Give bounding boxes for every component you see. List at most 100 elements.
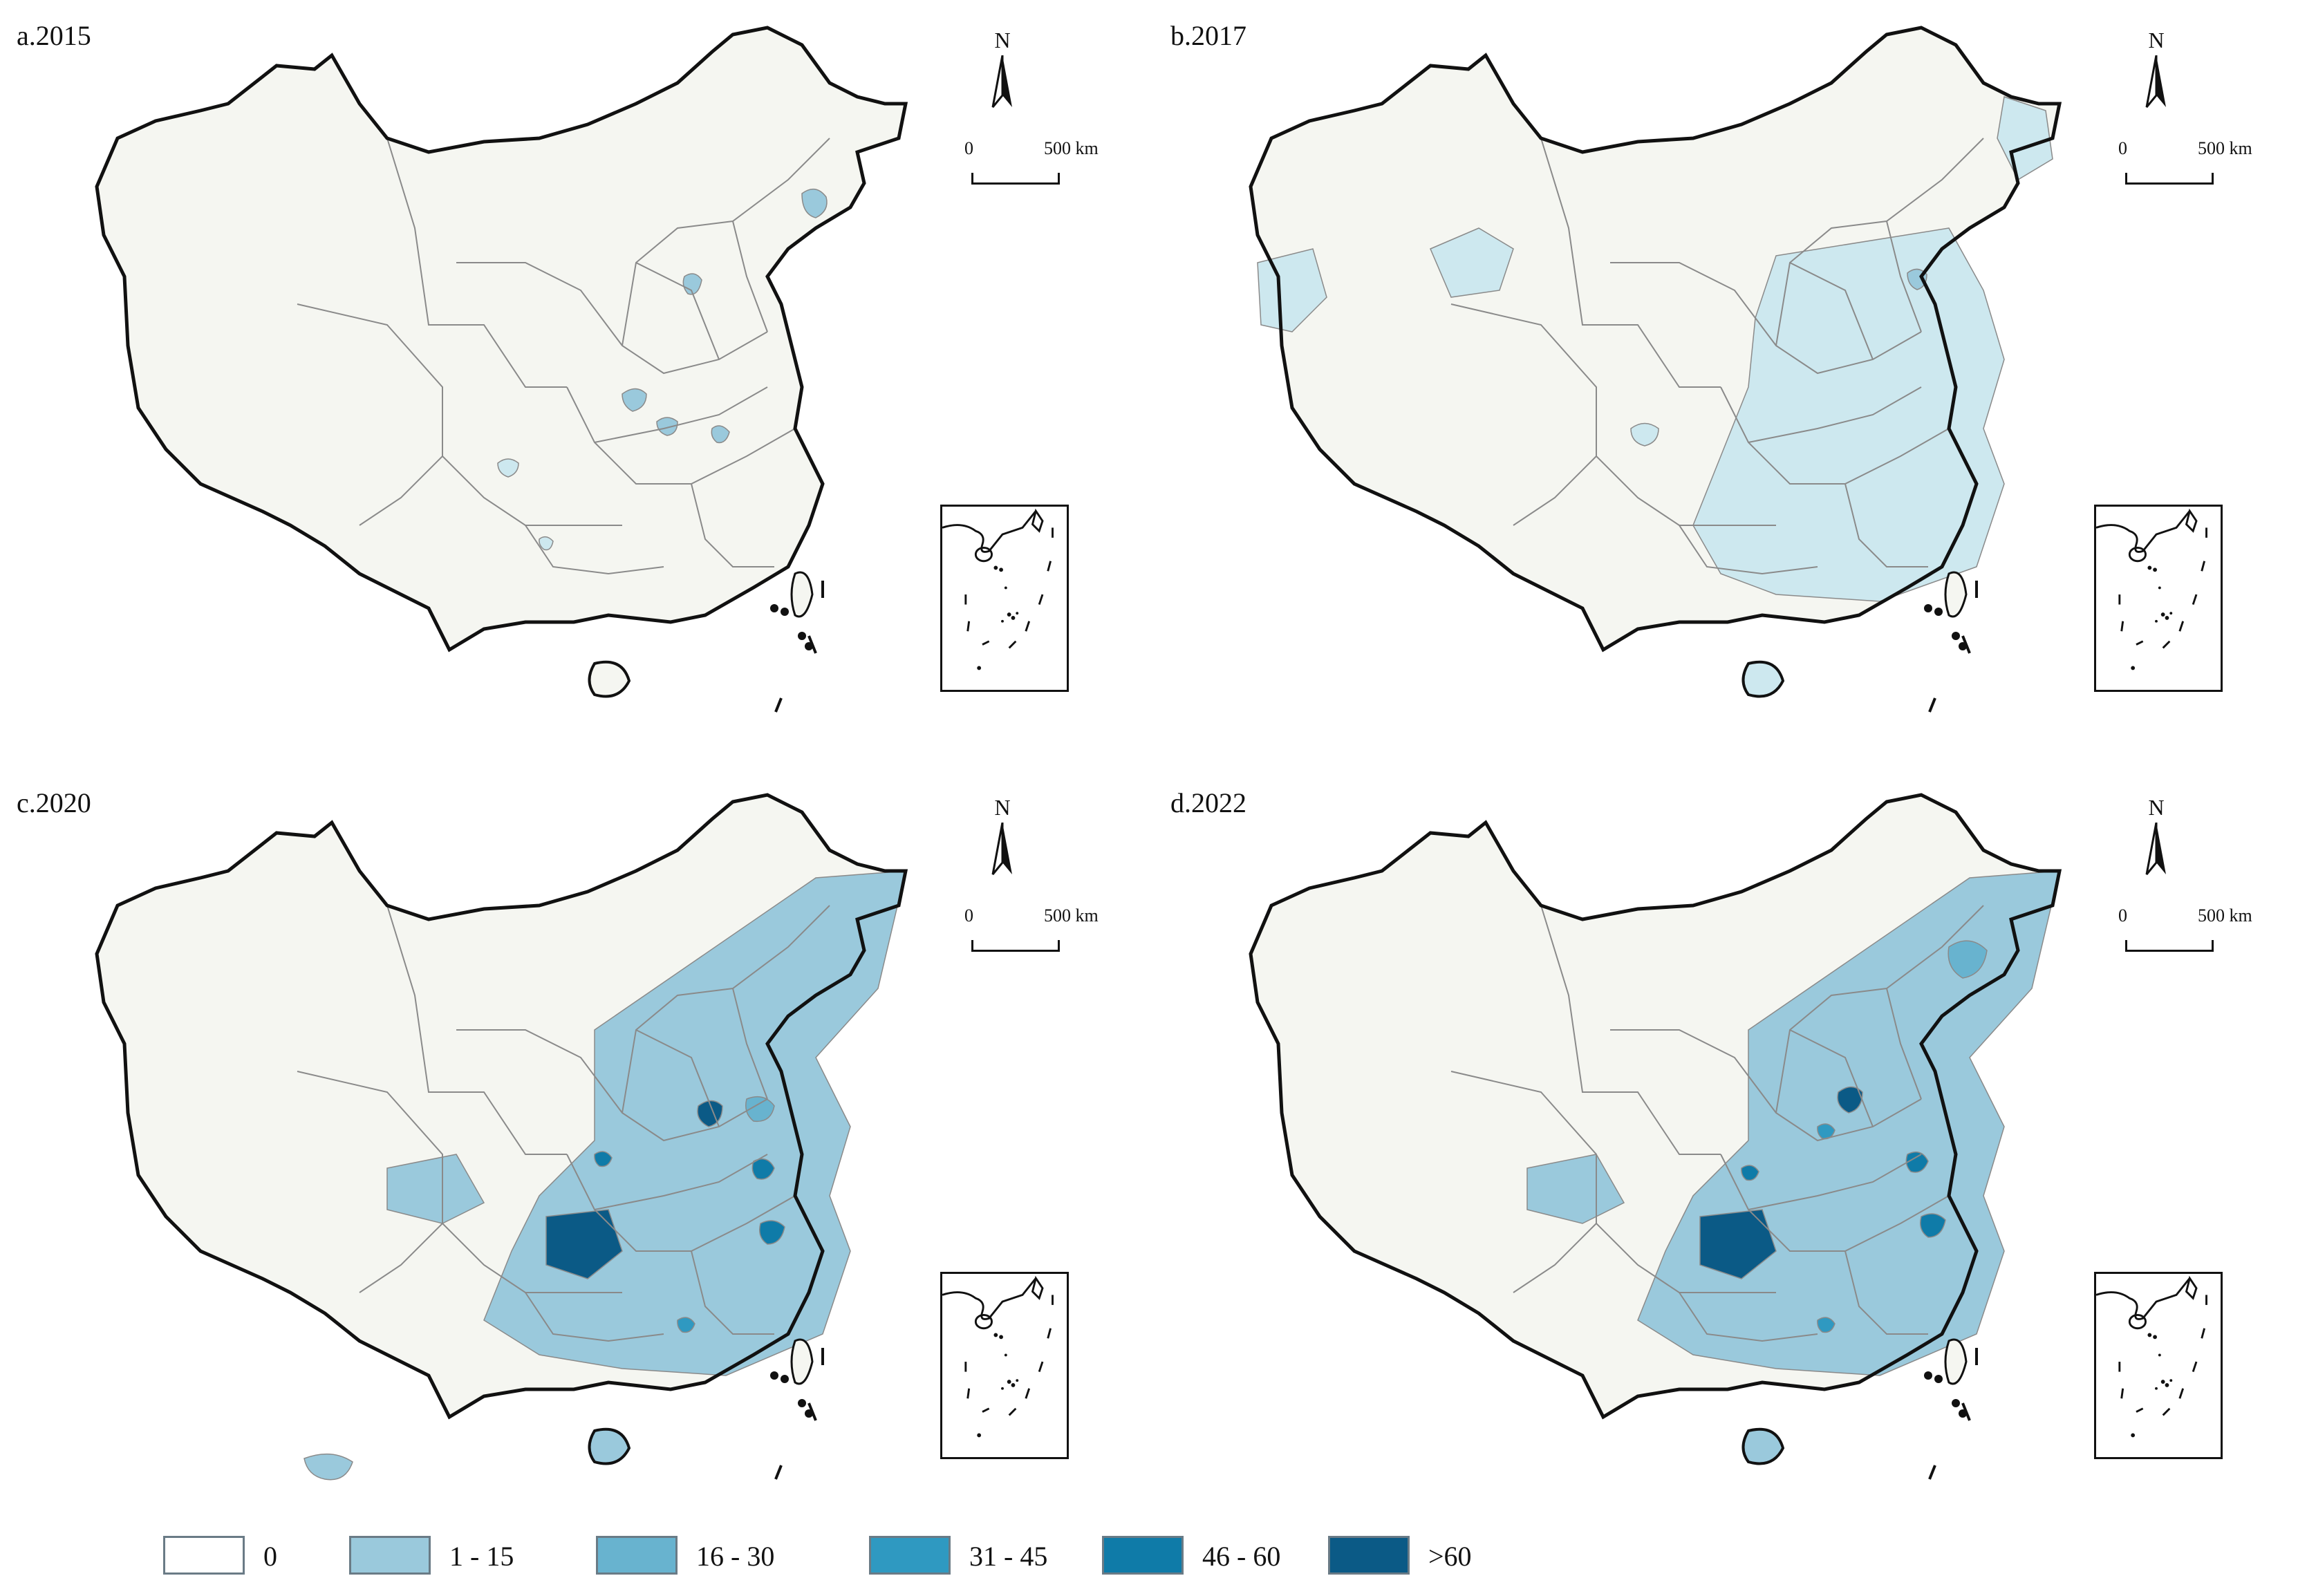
province-boundary — [635, 262, 720, 360]
country-fill — [97, 28, 906, 650]
inset-map — [2095, 508, 2207, 670]
china-map-2017 — [1249, 26, 2062, 713]
province-boundary — [635, 1029, 720, 1127]
province-boundary — [1540, 905, 1721, 1155]
sea-boundary-dash — [1928, 697, 1936, 713]
north-letter: N — [994, 795, 1011, 820]
national-border — [1249, 793, 2062, 1420]
south-china-sea-inset — [2094, 505, 2223, 692]
china-map-2020 — [95, 793, 908, 1481]
island-dot — [1934, 608, 1943, 616]
scale-bar-line — [971, 940, 1060, 952]
legend-swatch — [1328, 1536, 1410, 1575]
sea-boundary-dash — [807, 1402, 817, 1421]
region-patch — [1699, 1209, 1777, 1279]
map-legend: 0 1 - 15 16 - 30 31 - 45 46 - 60 >60 — [0, 1521, 2307, 1590]
province-boundary — [1679, 525, 1818, 575]
north-letter: N — [994, 28, 1011, 53]
province-boundary — [525, 525, 664, 575]
hainan-island — [1741, 1427, 1785, 1465]
region-patch — [677, 1317, 695, 1333]
legend-label: >60 — [1428, 1541, 1472, 1572]
legend-swatch — [1102, 1536, 1184, 1575]
sea-boundary-dash — [1961, 635, 1971, 654]
province-boundary — [691, 1250, 774, 1335]
region-patch — [1948, 940, 1988, 979]
north-arrow-icon — [991, 823, 1012, 875]
hainan-island — [1741, 660, 1785, 698]
panel-title: c.2020 — [17, 787, 91, 818]
scale-start: 0 — [2118, 905, 2127, 926]
region-patch — [1920, 1213, 1946, 1238]
province-boundary — [1513, 456, 1597, 526]
south-china-sea-inset — [940, 1272, 1069, 1459]
province-boundary — [594, 1154, 768, 1210]
province-boundary — [1748, 1154, 1922, 1210]
north-arrow: N — [982, 795, 1037, 899]
region-patch — [594, 1151, 613, 1167]
region-patch — [1430, 227, 1514, 298]
scale-bar: 0 500 km — [958, 138, 1137, 187]
national-border — [95, 793, 908, 1420]
province-boundary — [1844, 483, 1928, 567]
region-patch — [1526, 1154, 1625, 1224]
north-arrow: N — [2136, 28, 2191, 131]
province-boundary — [566, 386, 796, 485]
region-patch — [545, 1209, 623, 1279]
province-boundary — [386, 905, 567, 1155]
region-patch — [303, 1453, 353, 1481]
scale-start: 0 — [964, 905, 973, 926]
region-patch — [711, 425, 730, 444]
region-patch — [1630, 422, 1659, 447]
region-patch — [622, 388, 647, 412]
taiwan-island — [790, 571, 814, 618]
china-map-2022 — [1249, 793, 2062, 1480]
sea-boundary-dash — [774, 1465, 783, 1480]
region-patch — [751, 1158, 775, 1180]
legend-label: 46 - 60 — [1202, 1541, 1281, 1572]
province-boundary — [622, 138, 830, 346]
province-boundary — [1513, 1223, 1597, 1293]
north-arrow: N — [982, 28, 1037, 131]
island-dot — [1952, 632, 1960, 640]
north-letter: N — [2148, 28, 2165, 53]
scale-bar-line — [971, 173, 1060, 185]
region-patch — [801, 188, 828, 218]
province-boundary — [732, 988, 768, 1100]
scale-start: 0 — [964, 138, 973, 158]
inset-map — [942, 1275, 1054, 1438]
national-border — [95, 26, 908, 653]
legend-swatch — [869, 1536, 951, 1575]
province-boundary — [1679, 1292, 1818, 1342]
taiwan-island — [790, 1338, 814, 1385]
province-boundary — [1540, 138, 1721, 388]
province-boundary — [1775, 138, 1984, 346]
map-panel-2022: d.2022 N 0 500 km — [1154, 767, 2307, 1534]
island-dot — [798, 632, 806, 640]
island-dot — [798, 1399, 806, 1407]
island-dot — [1924, 1371, 1932, 1380]
scale-end: 500 km — [1044, 138, 1099, 158]
panel-title: d.2022 — [1170, 787, 1246, 818]
province-boundary — [622, 905, 830, 1114]
province-boundary — [1775, 905, 1984, 1114]
legend-swatch — [163, 1536, 245, 1575]
province-boundary — [359, 1223, 443, 1293]
china-map-2015 — [95, 26, 908, 713]
province-boundary — [1886, 220, 1922, 332]
region-patch — [386, 1154, 485, 1224]
province-boundary — [1789, 262, 1874, 360]
province-boundary — [594, 386, 768, 443]
panel-title: a.2015 — [17, 20, 91, 51]
region-patch — [497, 458, 519, 478]
taiwan-island — [1944, 571, 1968, 618]
province-boundary — [1789, 1029, 1874, 1127]
scale-start: 0 — [2118, 138, 2127, 158]
legend-label: 16 - 30 — [696, 1541, 775, 1572]
island-dot — [1924, 604, 1932, 612]
region-patch — [539, 536, 554, 551]
region-patch — [1905, 1151, 1929, 1173]
inset-map — [2095, 1275, 2207, 1438]
north-arrow: N — [2136, 795, 2191, 899]
scale-bar: 0 500 km — [2111, 138, 2291, 187]
